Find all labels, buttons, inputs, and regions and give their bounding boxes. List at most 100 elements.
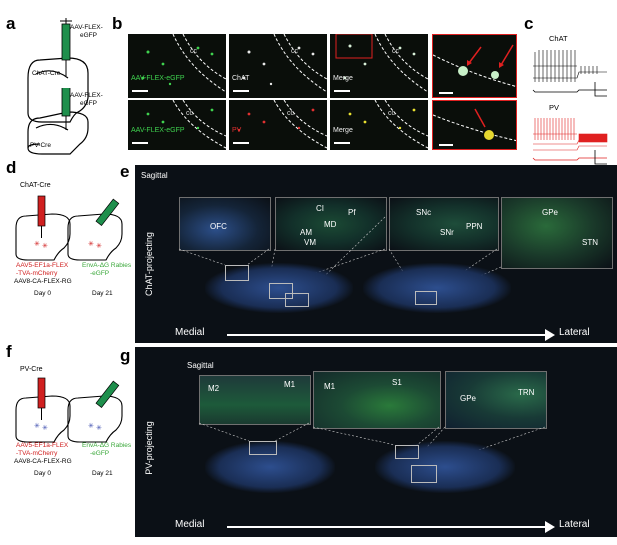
mouse-label-f: PV-Cre [20, 366, 43, 373]
label-b2-pv: PV [232, 127, 242, 134]
scalebar [233, 142, 249, 144]
inset-m2-m1: M2 M1 [199, 375, 311, 425]
lateral-label-e: Lateral [559, 327, 590, 338]
mouse-label-pv: PV-Cre [30, 142, 51, 149]
micro-b1-chat: cc ChAT [229, 34, 327, 98]
micro-b1-gfp: cc AAV-FLEX-eGFP [128, 34, 226, 98]
region-box [249, 441, 277, 455]
micro-b2-pv: cc PV [229, 100, 327, 150]
arrow-shaft-g [227, 526, 547, 528]
panel-letter-d: d [6, 158, 17, 177]
svg-text:✳: ✳ [88, 422, 94, 430]
cc-label: cc [388, 110, 395, 117]
micro-b1-zoom [432, 34, 517, 98]
mouse-label-d: ChAT-Cre [20, 182, 51, 189]
day0-d: Day 0 [34, 290, 51, 297]
panel-e-background: Sagittal ChAT-projecting OFC CI Pf MD AM… [135, 165, 617, 343]
scalebar [334, 142, 350, 144]
region-label: TRN [518, 388, 535, 397]
label-b1-gfp: AAV-FLEX-eGFP [131, 75, 185, 82]
inj2-line2-d: -eGFP [90, 270, 110, 277]
region-label: GPe [542, 208, 559, 217]
trace-chat [532, 50, 607, 97]
virus-label-a1: AAV-FLEX- [70, 24, 103, 31]
inj1-line2-f: -TVA-mCherry [16, 450, 58, 457]
svg-text:✳: ✳ [34, 422, 40, 430]
cc-label: cc [392, 48, 399, 55]
medial-label-g: Medial [175, 519, 205, 530]
virus-label-a4: eGFP [80, 100, 97, 107]
label-b2-gfp: AAV-FLEX-eGFP [131, 127, 185, 134]
region-label: OFC [210, 222, 227, 231]
region-box [395, 445, 419, 459]
arrow-head-g [545, 521, 555, 533]
brain-injection-f: ✳ ✳ ✳ ✳ [15, 377, 123, 443]
arrow-head-e [545, 329, 555, 341]
svg-text:✳: ✳ [42, 242, 48, 250]
inset-thalamus: CI Pf MD AM VM [275, 197, 387, 251]
inj2-line1-d: EnvA-ΔG Rabies [82, 262, 132, 269]
sagittal-section-medial-e [205, 263, 353, 313]
cc-label: cc [291, 48, 298, 55]
virus-label-a3: AAV-FLEX- [70, 92, 103, 99]
virus-label-a2: eGFP [80, 32, 97, 39]
scalebar [132, 90, 148, 92]
svg-text:✳: ✳ [96, 424, 102, 432]
panel-letter-b: b [112, 14, 123, 33]
sagittal-section-medial-g [205, 441, 335, 493]
region-label: STN [582, 238, 598, 247]
sagittal-label-e: Sagittal [141, 171, 168, 180]
label-b1-merge: Merge [333, 75, 353, 82]
panel-g-background: Sagittal PV-projecting M2 M1 M1 S1 GPe T… [135, 347, 617, 537]
region-label: VM [304, 238, 316, 247]
inset-midbrain: SNc SNr PPN [389, 197, 499, 251]
svg-text:✳: ✳ [96, 242, 102, 250]
connector-lines-e [178, 216, 502, 296]
scalebar [334, 90, 350, 92]
brain-schematic-a [27, 18, 89, 149]
cc-label: cc [287, 110, 294, 117]
brain-injection-d: ✳ ✳ ✳ ✳ [15, 195, 123, 261]
arrow-shaft-e [227, 334, 547, 336]
region-box [225, 265, 249, 281]
region-label: CI [316, 204, 324, 213]
inset-gpe-trn: GPe TRN [445, 371, 547, 429]
micro-b2-merge: cc Merge [330, 100, 428, 150]
svg-text:✳: ✳ [88, 240, 94, 248]
region-label: SNc [416, 208, 432, 217]
inj1-line2-d: -TVA-mCherry [16, 270, 58, 277]
region-label: M2 [208, 384, 220, 393]
micro-b2-zoom [432, 100, 517, 150]
trace-label-pv: PV [549, 103, 560, 112]
region-box [285, 293, 309, 307]
region-box [415, 291, 437, 305]
region-label: AM [300, 228, 312, 237]
trace-pv [532, 118, 608, 165]
brain-schematic-a2 [27, 88, 89, 155]
label-b2-merge: Merge [333, 127, 353, 134]
medial-label-e: Medial [175, 327, 205, 338]
cc-label: cc [186, 110, 193, 117]
inj1b-f: AAV8-CA-FLEX-RG [14, 458, 72, 465]
panel-letter-f: f [6, 342, 12, 361]
region-label: SNr [440, 228, 454, 237]
inj2-line1-f: EnvA-ΔG Rabies [82, 442, 132, 449]
lateral-label-g: Lateral [559, 519, 590, 530]
panel-letter-e: e [120, 162, 130, 181]
region-label: GPe [460, 394, 477, 403]
region-label: Pf [348, 208, 356, 217]
panel-letter-c: c [524, 14, 534, 33]
sagittal-section-lateral-e [363, 263, 511, 313]
inset-gpe: GPe STN [501, 197, 613, 269]
region-label: M1 [284, 380, 296, 389]
day21-f: Day 21 [92, 470, 113, 477]
panel-letter-g: g [120, 346, 131, 365]
inj1-line1-f: AAV5-EF1a-FLEX [16, 442, 69, 449]
day0-f: Day 0 [34, 470, 51, 477]
inset-m1-s1: M1 S1 [313, 371, 441, 429]
sagittal-section-lateral-g [375, 441, 515, 493]
inj1-line1-d: AAV5-EF1a-FLEX [16, 262, 69, 269]
svg-text:✳: ✳ [42, 424, 48, 432]
micro-b1-merge: cc Merge [330, 34, 428, 98]
inj1b-d: AAV8-CA-FLEX-RG [14, 278, 72, 285]
